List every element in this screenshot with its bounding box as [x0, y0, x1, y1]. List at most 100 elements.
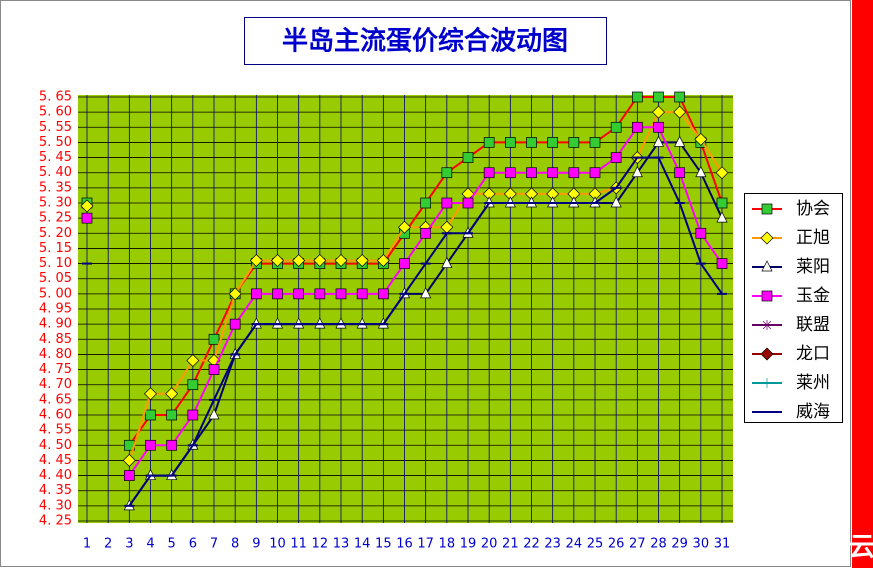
x-tick-label: 15 — [375, 537, 392, 552]
x-tick-label: 9 — [252, 537, 260, 552]
x-tick-label: 29 — [671, 537, 688, 552]
data-point — [208, 408, 220, 420]
data-point — [292, 254, 306, 268]
legend-marker — [762, 320, 772, 330]
legend-label: 威海 — [796, 402, 830, 422]
y-tick-label: 5. 20 — [39, 226, 72, 241]
x-tick-label: 11 — [290, 537, 307, 552]
y-tick-label: 5. 10 — [39, 256, 72, 271]
y-tick-label: 4. 35 — [39, 483, 72, 498]
data-point — [631, 165, 643, 178]
data-point — [166, 439, 178, 451]
legend-marker — [762, 378, 772, 388]
data-point — [716, 258, 728, 269]
x-tick-label: 1 — [83, 537, 91, 552]
x-tick-label: 4 — [146, 537, 154, 552]
data-point — [441, 256, 453, 268]
y-tick-label: 5. 40 — [39, 165, 72, 180]
x-tick-label: 25 — [587, 537, 604, 552]
data-point — [145, 409, 156, 421]
legend-marker — [760, 347, 774, 361]
x-tick-label: 3 — [125, 537, 133, 552]
y-tick-label: 4. 75 — [39, 362, 72, 377]
y-tick-label: 4. 80 — [39, 347, 72, 362]
x-tick-label: 18 — [439, 537, 456, 552]
legend-label: 玉金 — [796, 286, 830, 306]
x-tick-label: 7 — [210, 537, 218, 552]
data-point — [272, 288, 283, 300]
y-tick-label: 4. 65 — [39, 392, 72, 407]
data-point — [568, 167, 580, 179]
data-point — [526, 137, 537, 148]
x-tick-label: 22 — [523, 537, 540, 552]
chart-title: 半岛主流蛋价综合波动图 — [282, 26, 568, 57]
y-tick-label: 5. 55 — [39, 120, 72, 135]
legend-marker — [761, 290, 773, 302]
x-tick-label: 23 — [544, 537, 561, 552]
y-tick-label: 5. 30 — [39, 196, 72, 211]
data-point — [631, 121, 643, 133]
y-tick-label: 5. 60 — [39, 105, 72, 120]
data-point — [568, 137, 580, 148]
data-point — [166, 409, 178, 421]
y-tick-label: 4. 90 — [39, 317, 72, 332]
data-point — [441, 167, 453, 179]
x-tick-label: 17 — [417, 537, 434, 552]
legend-label: 龙口 — [796, 344, 830, 364]
data-point — [695, 227, 707, 239]
x-tick-label: 28 — [650, 537, 667, 552]
legend-label: 莱阳 — [796, 257, 830, 277]
data-point — [610, 196, 622, 208]
y-tick-label: 4. 55 — [39, 423, 72, 438]
legend-marker — [761, 203, 773, 215]
y-tick-label: 4. 60 — [39, 408, 72, 423]
data-point — [81, 212, 93, 224]
data-point — [271, 254, 284, 268]
data-point — [653, 121, 664, 133]
legend-marker — [760, 231, 774, 245]
data-point — [462, 197, 474, 209]
data-point — [314, 288, 326, 300]
y-tick-label: 5. 35 — [39, 180, 72, 195]
data-point — [652, 135, 665, 147]
data-point — [673, 105, 687, 119]
data-point — [208, 364, 220, 375]
y-tick-label: 5. 05 — [39, 271, 72, 286]
data-point — [229, 318, 241, 330]
data-point — [441, 197, 453, 209]
legend-marker — [761, 260, 773, 272]
data-point — [123, 470, 135, 481]
data-point — [293, 288, 305, 300]
data-point — [187, 379, 199, 391]
legend-label: 联盟 — [796, 315, 830, 335]
y-tick-label: 4. 40 — [39, 468, 72, 483]
data-point — [187, 409, 199, 421]
data-point — [420, 287, 432, 299]
y-tick-label: 4. 85 — [39, 332, 72, 347]
data-point — [376, 254, 390, 268]
data-point — [420, 227, 432, 239]
data-point — [420, 197, 432, 209]
y-tick-label: 5. 25 — [39, 211, 72, 226]
data-point — [526, 167, 537, 179]
data-point — [674, 135, 686, 147]
data-point — [695, 165, 707, 178]
y-tick-label: 4. 50 — [39, 438, 72, 453]
data-point — [610, 152, 622, 163]
data-point — [716, 211, 728, 223]
side-bar — [852, 0, 873, 568]
x-tick-label: 26 — [608, 537, 625, 552]
x-tick-label: 6 — [189, 537, 197, 552]
y-tick-label: 5. 45 — [39, 150, 72, 165]
x-tick-label: 12 — [312, 537, 329, 552]
y-tick-label: 5. 65 — [39, 90, 72, 105]
x-tick-label: 27 — [629, 537, 646, 552]
x-tick-label: 24 — [566, 537, 583, 552]
data-point — [631, 91, 643, 103]
x-tick-label: 10 — [269, 537, 286, 552]
y-tick-label: 4. 95 — [39, 302, 72, 317]
data-point — [250, 288, 262, 300]
x-tick-label: 14 — [354, 537, 371, 552]
data-point — [186, 353, 200, 367]
